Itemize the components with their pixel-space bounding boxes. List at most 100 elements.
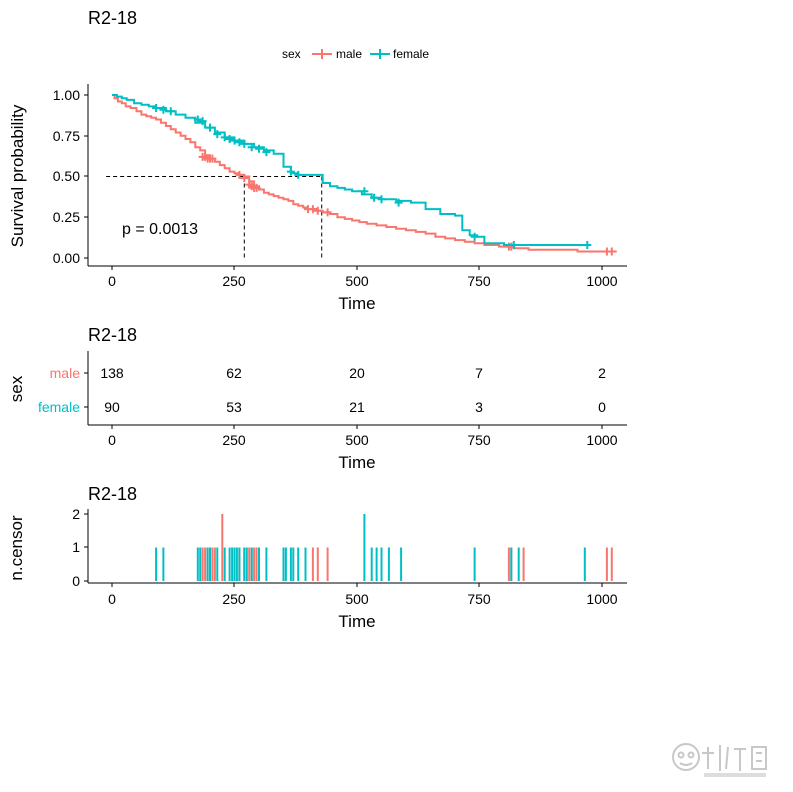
censor-panel: R2-18 n.censor 2 1 0 0 250 500 750 1000 … xyxy=(7,484,627,631)
censor-xtick: 750 xyxy=(467,591,491,607)
censor-mark-female xyxy=(159,105,168,114)
censor-xtick: 500 xyxy=(345,591,369,607)
censor-mark-female xyxy=(240,139,249,148)
censor-mark-female xyxy=(370,193,379,202)
censor-mark-female xyxy=(235,138,244,147)
p-value: p = 0.0013 xyxy=(122,221,198,238)
censor-mark-male xyxy=(607,247,616,256)
survival-x-ticks: 0 250 500 750 1000 xyxy=(108,273,618,289)
risk-count: 2 xyxy=(598,365,606,381)
risk-count: 3 xyxy=(475,399,483,415)
survival-xtick: 500 xyxy=(345,273,369,289)
censor-bars xyxy=(155,514,613,581)
censor-mark-female xyxy=(470,232,479,241)
risk-count: 20 xyxy=(349,365,365,381)
risk-xtick: 1000 xyxy=(586,432,617,448)
legend-female-mark xyxy=(375,49,385,59)
censor-mark-female xyxy=(213,130,222,139)
survival-axes xyxy=(84,84,627,270)
survival-title: R2-18 xyxy=(88,8,137,28)
censor-mark-female xyxy=(166,107,175,116)
risk-table-x-tick-marks xyxy=(111,425,603,429)
survival-xlabel: Time xyxy=(338,294,375,313)
censor-mark-female xyxy=(247,143,256,152)
legend-title: sex xyxy=(282,47,301,61)
risk-table-y-tick-marks xyxy=(84,372,88,408)
survival-xtick: 750 xyxy=(467,273,491,289)
survival-x-tick-marks xyxy=(111,266,603,270)
risk-xtick: 750 xyxy=(467,432,491,448)
legend-female-label: female xyxy=(393,47,429,61)
censor-mark-male xyxy=(208,154,217,163)
censor-mark-female xyxy=(394,198,403,207)
censor-xtick: 1000 xyxy=(586,591,617,607)
survival-ytick: 0.75 xyxy=(53,128,80,144)
survival-ytick: 0.25 xyxy=(53,209,80,225)
censor-mark-male xyxy=(240,174,249,183)
censor-mark-female xyxy=(220,133,229,142)
legend-male-label: male xyxy=(336,47,362,61)
risk-count: 53 xyxy=(226,399,242,415)
risk-xtick: 500 xyxy=(345,432,369,448)
censor-mark-female xyxy=(255,144,263,153)
censor-mark-male xyxy=(308,205,317,214)
risk-table-male-row: 138 62 20 7 2 xyxy=(100,365,606,381)
survival-ylabel: Survival probability xyxy=(8,104,27,247)
censor-mark-female xyxy=(152,104,161,112)
risk-table-female-row: 90 53 21 3 0 xyxy=(104,399,606,415)
survival-xtick: 250 xyxy=(222,273,246,289)
censor-mark-female xyxy=(230,136,239,145)
risk-count: 90 xyxy=(104,399,120,415)
survival-xtick: 1000 xyxy=(586,273,617,289)
censor-mark-female xyxy=(360,187,369,196)
censor-xtick: 250 xyxy=(222,591,246,607)
risk-count: 0 xyxy=(598,399,606,415)
survival-y-tick-marks xyxy=(84,94,88,259)
risk-table-panel: R2-18 sex male female 138 62 20 7 2 90 5… xyxy=(7,325,627,472)
censor-xtick: 0 xyxy=(108,591,116,607)
risk-xtick: 250 xyxy=(222,432,246,448)
censor-mark-female xyxy=(198,117,207,126)
censor-title: R2-18 xyxy=(88,484,137,504)
survival-panel: R2-18 sex male female Survival probabili… xyxy=(8,8,627,313)
censor-ytick: 1 xyxy=(72,539,80,555)
censor-x-tick-marks xyxy=(111,583,603,587)
survival-curve-male xyxy=(112,94,617,253)
risk-table-title: R2-18 xyxy=(88,325,137,345)
risk-row-label-male: male xyxy=(50,365,81,381)
median-lines xyxy=(106,176,323,258)
risk-count: 62 xyxy=(226,365,242,381)
censor-mark-male xyxy=(252,183,261,192)
censor-mark-female xyxy=(286,167,295,176)
risk-count: 21 xyxy=(349,399,365,415)
risk-table-xlabel: Time xyxy=(338,453,375,472)
legend: sex male female xyxy=(282,47,429,61)
censor-ylabel: n.censor xyxy=(7,515,26,581)
risk-table-ylabel: sex xyxy=(7,375,26,402)
censor-mark-female xyxy=(294,170,303,179)
censor-mark-female xyxy=(225,135,234,143)
survival-y-ticks: 1.00 0.75 0.50 0.25 0.00 xyxy=(53,87,80,266)
risk-count: 138 xyxy=(100,365,124,381)
risk-row-label-female: female xyxy=(38,399,80,415)
risk-xtick: 0 xyxy=(108,432,116,448)
censor-mark-female xyxy=(193,115,202,124)
survival-ytick: 0.50 xyxy=(53,168,80,184)
survival-curves xyxy=(112,94,617,256)
censor-xlabel: Time xyxy=(338,612,375,631)
censor-mark-female xyxy=(262,148,271,157)
censor-mark-female xyxy=(377,195,386,204)
censor-mark-female xyxy=(583,241,592,249)
censor-mark-male xyxy=(323,208,332,217)
risk-count: 7 xyxy=(475,365,483,381)
survival-xtick: 0 xyxy=(108,273,116,289)
censor-ytick: 2 xyxy=(72,506,80,522)
survival-ytick: 0.00 xyxy=(53,250,80,266)
survival-ytick: 1.00 xyxy=(53,87,80,103)
censor-y-tick-marks xyxy=(84,513,88,582)
censor-ytick: 0 xyxy=(72,573,80,589)
censor-mark-male xyxy=(235,170,244,179)
legend-male-mark xyxy=(317,49,327,59)
site-logo-watermark xyxy=(672,743,767,777)
